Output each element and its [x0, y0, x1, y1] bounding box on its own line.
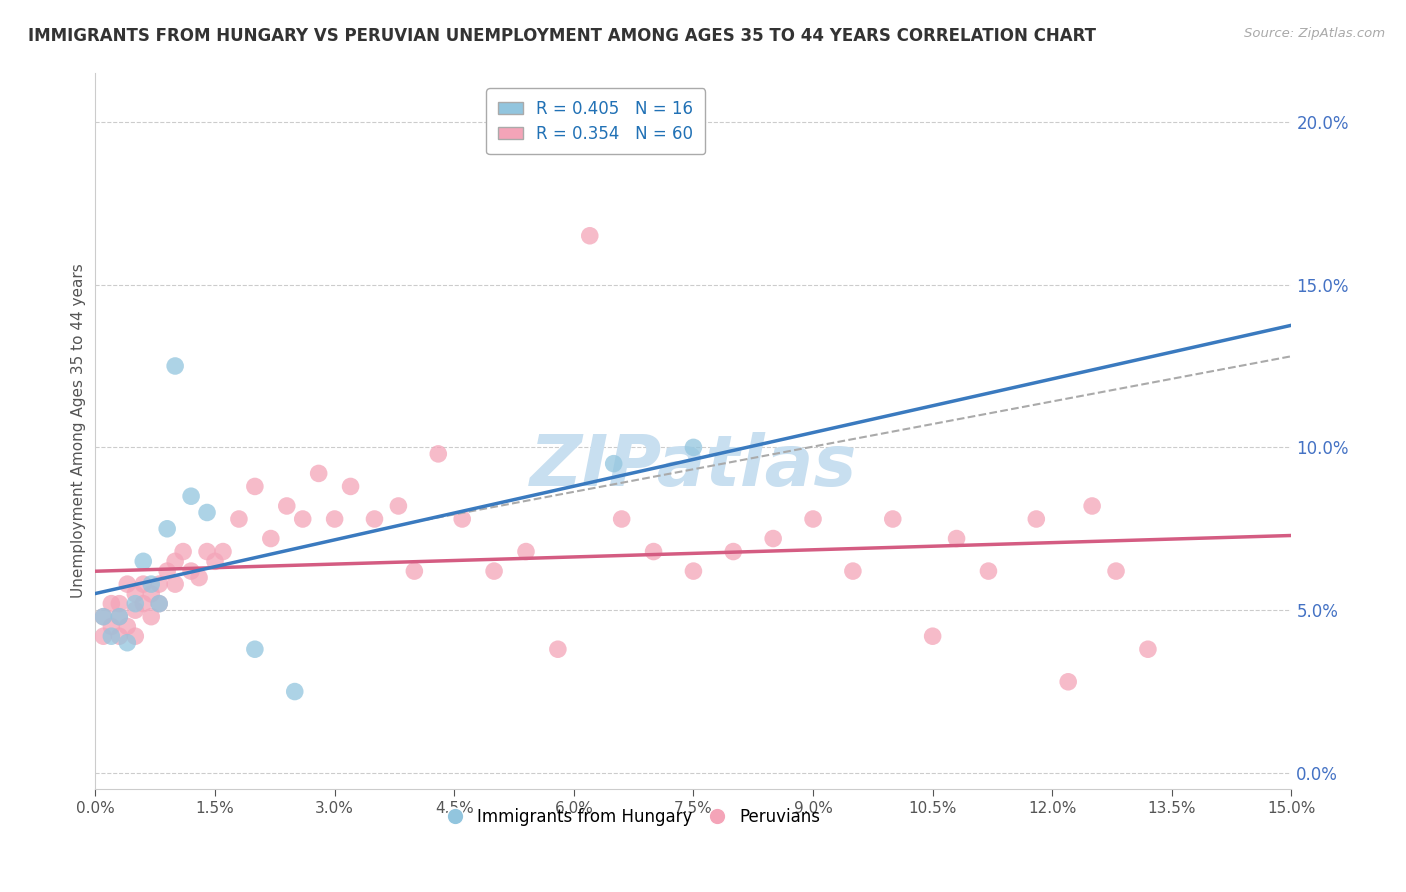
Point: [165, 554, 187, 568]
Point: [141, 609, 163, 624]
Point: [148, 597, 170, 611]
Point: [124, 597, 146, 611]
Point: [284, 684, 307, 698]
Point: [141, 587, 163, 601]
Point: [291, 512, 314, 526]
Point: [156, 522, 179, 536]
Point: [977, 564, 1000, 578]
Point: [276, 499, 298, 513]
Legend: Immigrants from Hungary, Peruvians: Immigrants from Hungary, Peruvians: [439, 800, 828, 835]
Point: [921, 629, 943, 643]
Point: [451, 512, 474, 526]
Point: [165, 359, 187, 373]
Point: [404, 564, 426, 578]
Point: [108, 609, 131, 624]
Point: [93, 609, 115, 624]
Point: [124, 587, 146, 601]
Point: [363, 512, 385, 526]
Point: [228, 512, 250, 526]
Point: [643, 544, 665, 558]
Point: [723, 544, 745, 558]
Point: [100, 629, 122, 643]
Point: [515, 544, 537, 558]
Point: [1136, 642, 1159, 657]
Point: [308, 467, 330, 481]
Point: [132, 597, 155, 611]
Point: [117, 636, 139, 650]
Point: [1057, 674, 1080, 689]
Point: [243, 479, 266, 493]
Point: [212, 544, 235, 558]
Point: [762, 532, 785, 546]
Point: [108, 597, 131, 611]
Point: [141, 577, 163, 591]
Point: [188, 571, 211, 585]
Point: [547, 642, 569, 657]
Point: [156, 564, 179, 578]
Point: [124, 603, 146, 617]
Text: IMMIGRANTS FROM HUNGARY VS PERUVIAN UNEMPLOYMENT AMONG AGES 35 TO 44 YEARS CORRE: IMMIGRANTS FROM HUNGARY VS PERUVIAN UNEM…: [28, 27, 1097, 45]
Point: [243, 642, 266, 657]
Point: [132, 554, 155, 568]
Point: [132, 577, 155, 591]
Point: [1025, 512, 1047, 526]
Point: [195, 544, 218, 558]
Point: [93, 609, 115, 624]
Text: ZIPatlas: ZIPatlas: [530, 433, 858, 501]
Point: [117, 619, 139, 633]
Point: [842, 564, 865, 578]
Point: [482, 564, 505, 578]
Point: [602, 457, 624, 471]
Point: [387, 499, 409, 513]
Point: [180, 489, 202, 503]
Point: [1105, 564, 1128, 578]
Point: [323, 512, 346, 526]
Point: [801, 512, 824, 526]
Point: [682, 441, 704, 455]
Point: [100, 619, 122, 633]
Point: [339, 479, 361, 493]
Point: [882, 512, 904, 526]
Point: [682, 564, 704, 578]
Point: [195, 506, 218, 520]
Point: [148, 577, 170, 591]
Y-axis label: Unemployment Among Ages 35 to 44 years: Unemployment Among Ages 35 to 44 years: [72, 264, 86, 599]
Point: [427, 447, 450, 461]
Point: [260, 532, 283, 546]
Point: [578, 228, 600, 243]
Point: [124, 629, 146, 643]
Point: [100, 597, 122, 611]
Text: Source: ZipAtlas.com: Source: ZipAtlas.com: [1244, 27, 1385, 40]
Point: [148, 597, 170, 611]
Point: [117, 577, 139, 591]
Point: [204, 554, 226, 568]
Point: [1081, 499, 1104, 513]
Point: [108, 629, 131, 643]
Point: [165, 577, 187, 591]
Point: [945, 532, 967, 546]
Point: [610, 512, 633, 526]
Point: [172, 544, 194, 558]
Point: [180, 564, 202, 578]
Point: [108, 609, 131, 624]
Point: [93, 629, 115, 643]
